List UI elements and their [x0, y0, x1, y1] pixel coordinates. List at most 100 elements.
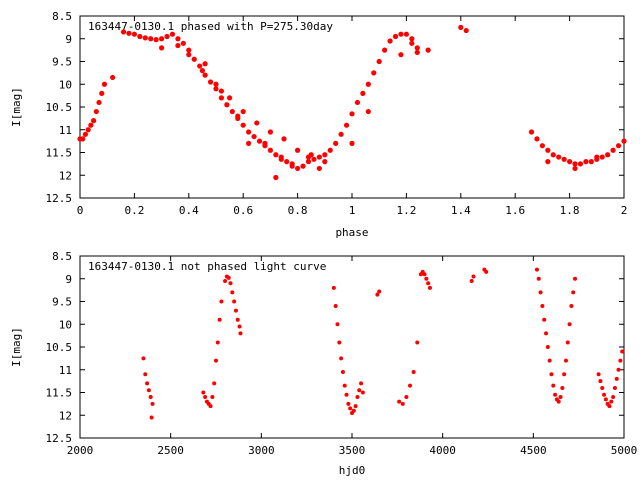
- data-point: [91, 118, 97, 124]
- y-tick-label: 10: [59, 78, 72, 91]
- x-axis-label: hjd0: [339, 464, 366, 477]
- data-point: [142, 35, 148, 41]
- y-tick-label: 8.5: [52, 10, 72, 23]
- data-point: [565, 340, 570, 345]
- data-point: [408, 383, 413, 388]
- data-point: [544, 331, 549, 336]
- data-point: [415, 340, 420, 345]
- data-point: [148, 36, 154, 42]
- x-tick-label: 2: [621, 204, 628, 217]
- x-tick-label: 1: [349, 204, 356, 217]
- data-point: [335, 322, 340, 327]
- data-point: [120, 29, 127, 35]
- x-tick-label: 1.4: [451, 204, 471, 217]
- data-point: [588, 159, 594, 165]
- data-point: [539, 143, 546, 149]
- data-point: [202, 72, 208, 78]
- data-point: [224, 102, 230, 108]
- data-point: [316, 154, 322, 160]
- data-point: [594, 154, 600, 160]
- y-tick-label: 11: [59, 364, 72, 377]
- data-point: [256, 138, 263, 144]
- data-point: [210, 395, 215, 400]
- data-point: [553, 392, 558, 397]
- data-point: [567, 159, 573, 165]
- x-tick-label: 0.2: [124, 204, 144, 217]
- data-point: [278, 154, 284, 160]
- data-point: [569, 304, 574, 309]
- data-point: [528, 129, 535, 135]
- data-point: [267, 147, 273, 153]
- data-point: [598, 379, 603, 384]
- x-tick-label: 0: [77, 204, 84, 217]
- data-point: [338, 131, 344, 137]
- data-point: [273, 152, 279, 158]
- data-point: [484, 269, 489, 274]
- x-tick-label: 5000: [611, 444, 638, 457]
- data-point: [197, 63, 203, 69]
- y-tick-label: 9.5: [52, 296, 72, 309]
- data-point: [149, 415, 154, 420]
- data-point: [357, 388, 362, 393]
- data-point: [284, 159, 290, 165]
- data-point: [213, 86, 219, 92]
- data-point: [311, 156, 317, 162]
- data-point: [534, 267, 539, 272]
- y-tick-label: 9: [65, 273, 72, 286]
- data-point: [327, 147, 333, 153]
- data-point: [141, 356, 146, 361]
- data-point: [82, 131, 89, 137]
- data-point: [208, 404, 213, 409]
- data-point: [618, 358, 623, 363]
- data-point: [612, 385, 617, 390]
- data-point: [371, 70, 377, 76]
- data-point: [615, 143, 622, 149]
- data-point: [199, 68, 205, 74]
- y-tick-label: 11.5: [46, 147, 73, 160]
- data-point: [273, 174, 279, 181]
- data-point: [425, 47, 431, 53]
- data-point: [331, 285, 336, 290]
- data-point: [85, 127, 91, 133]
- x-tick-label: 3000: [248, 444, 275, 457]
- data-point: [404, 395, 409, 400]
- data-point: [240, 122, 246, 128]
- data-point: [600, 385, 605, 390]
- data-point: [344, 392, 349, 397]
- data-point: [551, 383, 556, 388]
- data-point: [126, 30, 132, 36]
- y-tick-label: 12: [59, 169, 72, 182]
- data-point: [411, 370, 416, 375]
- data-point: [563, 358, 568, 363]
- data-point: [392, 33, 399, 40]
- data-point: [217, 317, 222, 322]
- data-point: [281, 136, 287, 142]
- x-tick-label: 0.4: [179, 204, 199, 217]
- data-point: [218, 88, 225, 94]
- y-tick-label: 10.5: [46, 341, 73, 354]
- data-point: [387, 38, 393, 44]
- data-point: [346, 401, 351, 406]
- data-point: [143, 372, 148, 377]
- x-tick-label: 0.6: [233, 204, 253, 217]
- data-point: [340, 370, 345, 375]
- data-point: [305, 159, 312, 165]
- data-point: [621, 138, 627, 144]
- data-point: [145, 381, 150, 386]
- data-point: [227, 95, 233, 101]
- data-point: [235, 113, 241, 119]
- data-point: [571, 290, 576, 295]
- data-point: [556, 154, 562, 160]
- data-point: [342, 383, 347, 388]
- data-point: [377, 289, 382, 294]
- x-tick-label: 3500: [339, 444, 366, 457]
- data-point: [534, 136, 540, 142]
- y-tick-label: 12.5: [46, 432, 73, 445]
- y-tick-label: 8.5: [52, 250, 72, 263]
- data-point: [354, 99, 361, 106]
- x-tick-label: 4500: [520, 444, 547, 457]
- data-point: [561, 156, 567, 162]
- data-point: [316, 165, 322, 172]
